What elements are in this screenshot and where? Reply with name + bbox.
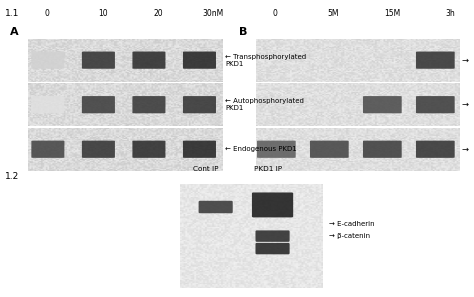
Text: A: A (9, 27, 18, 37)
FancyBboxPatch shape (363, 140, 401, 158)
FancyBboxPatch shape (416, 51, 455, 69)
Text: 30nM: 30nM (203, 9, 224, 18)
FancyBboxPatch shape (31, 140, 64, 158)
Text: B: B (239, 27, 248, 37)
FancyBboxPatch shape (363, 96, 401, 113)
FancyBboxPatch shape (416, 96, 455, 113)
FancyBboxPatch shape (31, 96, 64, 113)
Text: 1.1: 1.1 (5, 9, 19, 18)
Text: 15M: 15M (384, 9, 400, 18)
FancyBboxPatch shape (82, 96, 115, 113)
Text: ← Transphosphorylated
PKD1: ← Transphosphorylated PKD1 (225, 54, 306, 67)
Text: →: → (461, 100, 468, 109)
Text: → β-catenin: → β-catenin (329, 233, 371, 239)
FancyBboxPatch shape (255, 230, 290, 242)
Text: ← Autophosphorylated
PKD1: ← Autophosphorylated PKD1 (225, 98, 304, 111)
Text: 0: 0 (45, 9, 50, 18)
Text: PKD1 IP: PKD1 IP (254, 166, 282, 172)
Text: Cont IP: Cont IP (193, 166, 219, 172)
FancyBboxPatch shape (82, 140, 115, 158)
FancyBboxPatch shape (132, 51, 165, 69)
Text: →: → (461, 56, 468, 65)
Text: 20: 20 (153, 9, 163, 18)
FancyBboxPatch shape (183, 96, 216, 113)
FancyBboxPatch shape (252, 192, 293, 217)
FancyBboxPatch shape (132, 96, 165, 113)
Text: 10: 10 (98, 9, 108, 18)
Text: →: → (461, 145, 468, 154)
Text: → E-cadherin: → E-cadherin (329, 221, 375, 227)
FancyBboxPatch shape (257, 140, 296, 158)
Text: 1.2: 1.2 (5, 172, 19, 181)
Text: 0: 0 (273, 9, 277, 18)
Text: 5M: 5M (328, 9, 339, 18)
FancyBboxPatch shape (255, 243, 290, 254)
FancyBboxPatch shape (31, 51, 64, 69)
FancyBboxPatch shape (183, 51, 216, 69)
FancyBboxPatch shape (199, 201, 233, 213)
FancyBboxPatch shape (132, 140, 165, 158)
Text: ← Endogenous PKD1: ← Endogenous PKD1 (225, 146, 297, 152)
FancyBboxPatch shape (310, 140, 349, 158)
FancyBboxPatch shape (416, 140, 455, 158)
Text: 3h: 3h (446, 9, 455, 18)
FancyBboxPatch shape (183, 140, 216, 158)
FancyBboxPatch shape (82, 51, 115, 69)
